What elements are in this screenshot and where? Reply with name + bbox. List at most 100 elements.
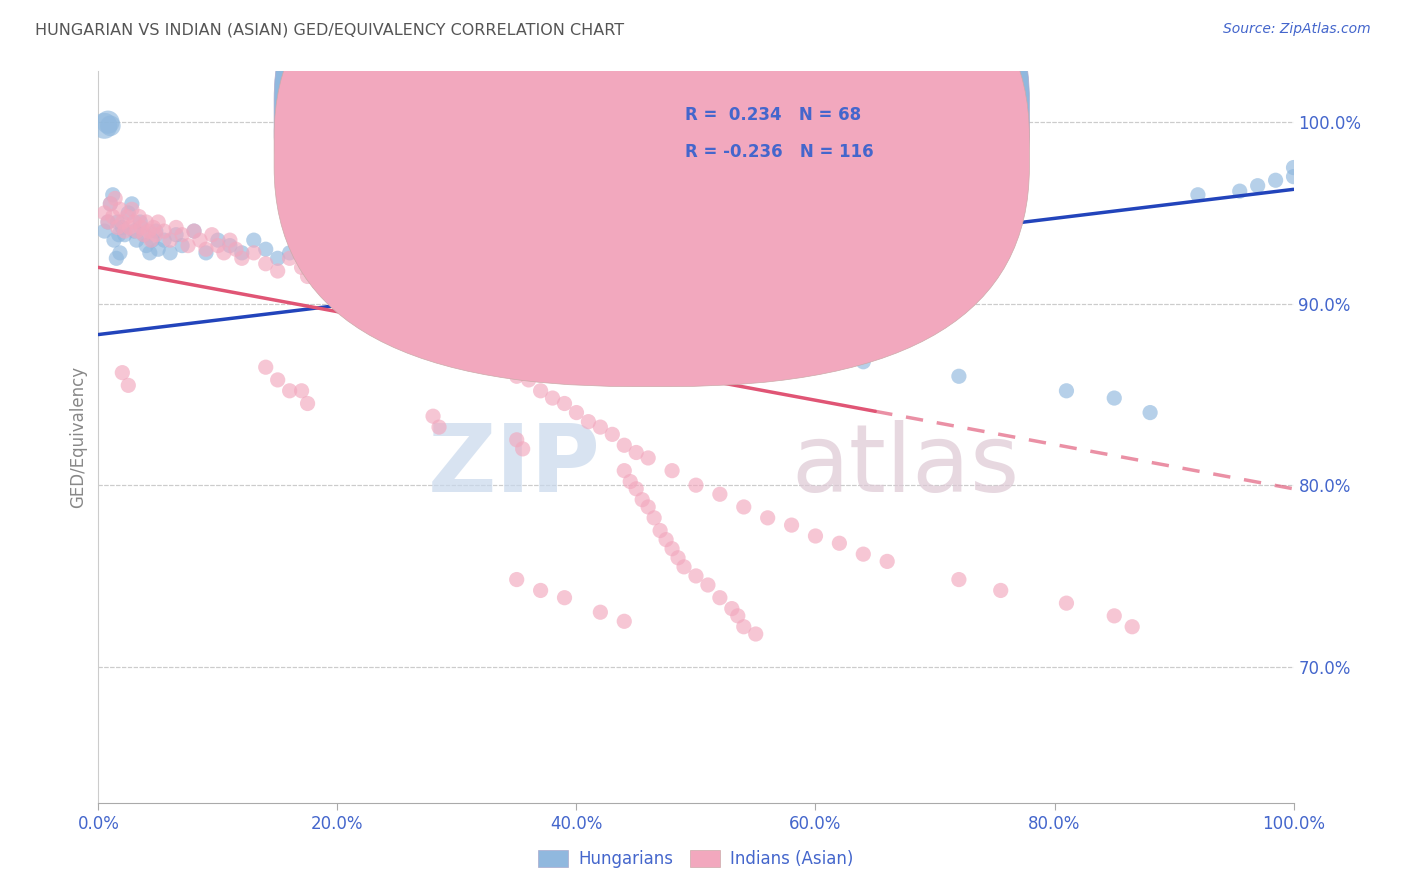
Point [125, 224, 148, 238]
Point [1282, 161, 1305, 175]
Text: Source: ZipAtlas.com: Source: ZipAtlas.com [1223, 22, 1371, 37]
Point [685, 569, 707, 583]
Point [1104, 391, 1126, 405]
Point [278, 252, 301, 266]
Point [733, 620, 755, 634]
Point [374, 260, 396, 275]
Point [422, 269, 444, 284]
Point [188, 233, 211, 247]
Point [107, 220, 129, 235]
Point [565, 406, 588, 420]
Point [207, 238, 229, 252]
Point [231, 252, 253, 266]
Point [121, 197, 143, 211]
Point [165, 227, 187, 242]
Point [385, 287, 409, 301]
Point [243, 233, 266, 247]
FancyBboxPatch shape [274, 0, 1029, 386]
Point [142, 220, 165, 235]
Point [159, 233, 181, 247]
Point [138, 224, 160, 238]
Point [828, 536, 851, 550]
Point [626, 445, 648, 459]
Point [1264, 173, 1286, 187]
Point [745, 336, 768, 351]
Point [637, 500, 659, 514]
Text: R = -0.236   N = 116: R = -0.236 N = 116 [685, 143, 875, 161]
Point [121, 202, 143, 217]
Point [852, 547, 875, 561]
Point [183, 224, 205, 238]
Point [111, 215, 134, 229]
Point [637, 450, 659, 465]
Point [1229, 184, 1251, 198]
Legend: Hungarians, Indians (Asian): Hungarians, Indians (Asian) [531, 844, 860, 875]
Point [267, 264, 290, 278]
Text: R =  0.234   N = 68: R = 0.234 N = 68 [685, 106, 862, 124]
Point [267, 373, 290, 387]
Point [139, 233, 162, 247]
Point [115, 210, 138, 224]
Point [1247, 178, 1270, 193]
Point [254, 257, 277, 271]
Point [129, 215, 152, 229]
Point [93, 224, 115, 238]
Point [733, 500, 755, 514]
Point [661, 541, 683, 556]
Point [578, 415, 600, 429]
Point [506, 369, 529, 384]
Point [1056, 384, 1078, 398]
Point [756, 511, 779, 525]
Point [673, 559, 696, 574]
Point [103, 233, 125, 247]
Point [291, 384, 314, 398]
Point [626, 482, 648, 496]
Point [697, 578, 720, 592]
Point [159, 245, 181, 260]
Point [93, 119, 115, 133]
Point [135, 215, 157, 229]
Point [541, 287, 564, 301]
Point [118, 220, 141, 235]
Point [685, 478, 707, 492]
Point [297, 269, 319, 284]
Point [530, 384, 553, 398]
Point [434, 318, 457, 333]
Point [643, 511, 665, 525]
Point [613, 438, 636, 452]
Point [506, 433, 529, 447]
Point [339, 264, 361, 278]
Point [631, 492, 654, 507]
Point [153, 224, 176, 238]
Point [589, 287, 612, 301]
Point [446, 264, 468, 278]
Point [1104, 608, 1126, 623]
Point [422, 311, 444, 326]
Y-axis label: GED/Equivalency: GED/Equivalency [69, 366, 87, 508]
Point [254, 360, 277, 375]
Point [481, 351, 505, 365]
Point [1056, 596, 1078, 610]
Point [709, 487, 731, 501]
Point [231, 245, 253, 260]
Point [141, 233, 163, 247]
Point [494, 360, 516, 375]
Point [619, 475, 641, 489]
Point [721, 601, 744, 615]
Point [212, 245, 235, 260]
Point [114, 227, 136, 242]
Point [297, 238, 319, 252]
Point [530, 583, 553, 598]
Point [470, 342, 492, 356]
Point [291, 260, 314, 275]
Point [315, 264, 337, 278]
Point [101, 187, 124, 202]
Point [108, 245, 131, 260]
Point [219, 233, 242, 247]
Point [297, 396, 319, 410]
Point [948, 369, 970, 384]
Point [145, 224, 167, 238]
Point [111, 366, 134, 380]
Point [1139, 406, 1161, 420]
Point [108, 202, 131, 217]
